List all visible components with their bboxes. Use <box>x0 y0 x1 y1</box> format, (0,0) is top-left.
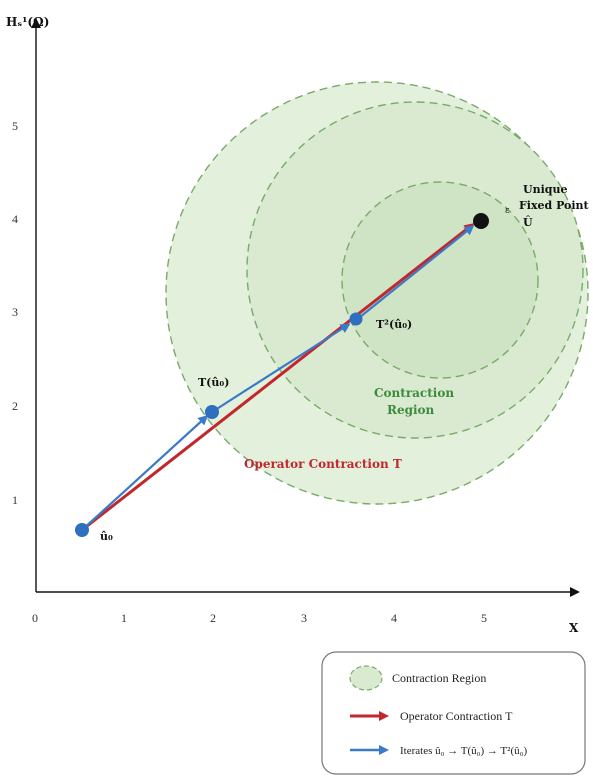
point-u0 <box>75 523 89 537</box>
y-axis-label: Hₛ¹(Ω) <box>6 15 49 29</box>
legend-region-swatch <box>349 665 383 691</box>
iterate-arrow-1 <box>81 414 209 531</box>
point-t2u0-label: T²(û₀) <box>376 318 412 331</box>
contraction-region-inner <box>341 181 539 379</box>
fixed-point <box>473 213 489 229</box>
y-tick-2: 2 <box>12 399 18 413</box>
y-tick-1: 1 <box>12 493 18 507</box>
point-t2u0 <box>349 312 363 326</box>
y-tick-4: 4 <box>12 212 18 226</box>
x-tick-3: 3 <box>301 611 307 625</box>
legend-box <box>321 651 586 775</box>
operator-label: Operator Contraction T <box>244 457 402 471</box>
fixed-point-label-1: Unique <box>523 183 567 196</box>
operator-arrow <box>81 223 475 532</box>
y-tick-5: 5 <box>12 119 18 133</box>
legend-iterates-label: Iterates û₀ → T(û₀) → T²(û₀) <box>400 745 527 757</box>
x-tick-0: 0 <box>32 611 38 625</box>
legend-region-label: Contraction Region <box>392 671 486 685</box>
region-label-line-2: Region <box>387 403 435 417</box>
point-tu0-label: T(û₀) <box>198 376 229 389</box>
point-tu0 <box>205 405 219 419</box>
x-tick-1: 1 <box>121 611 127 625</box>
x-tick-5: 5 <box>481 611 487 625</box>
x-tick-4: 4 <box>391 611 397 625</box>
fixed-point-label-2: Fixed Point <box>519 199 590 212</box>
y-tick-3: 3 <box>12 305 18 319</box>
iterate-arrow-3 <box>359 225 475 318</box>
point-u0-label: û₀ <box>100 530 113 543</box>
x-axis-label: X <box>569 621 579 635</box>
epsilon-label: ε <box>505 206 510 216</box>
iterate-arrow-2 <box>211 323 351 413</box>
x-tick-2: 2 <box>210 611 216 625</box>
legend-operator-label: Operator Contraction T <box>400 709 513 723</box>
region-label-line-1: Contraction <box>374 386 454 400</box>
fixed-point-label-3: Û <box>523 215 533 229</box>
